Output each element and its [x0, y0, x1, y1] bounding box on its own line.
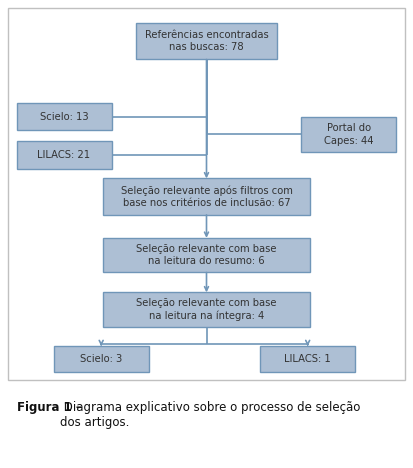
FancyBboxPatch shape — [8, 7, 405, 380]
Text: Referências encontradas
nas buscas: 78: Referências encontradas nas buscas: 78 — [145, 30, 268, 52]
Text: Diagrama explicativo sobre o processo de seleção
dos artigos.: Diagrama explicativo sobre o processo de… — [60, 401, 360, 429]
Text: Scielo: 3: Scielo: 3 — [80, 354, 122, 364]
FancyBboxPatch shape — [301, 117, 396, 152]
Text: Seleção relevante após filtros com
base nos critérios de inclusão: 67: Seleção relevante após filtros com base … — [121, 185, 292, 208]
FancyBboxPatch shape — [17, 103, 112, 131]
Text: Seleção relevante com base
na leitura na íntegra: 4: Seleção relevante com base na leitura na… — [136, 298, 277, 321]
Text: Scielo: 13: Scielo: 13 — [40, 112, 88, 122]
Text: LILACS: 1: LILACS: 1 — [284, 354, 331, 364]
Text: Seleção relevante com base
na leitura do resumo: 6: Seleção relevante com base na leitura do… — [136, 244, 277, 266]
Text: Portal do
Capes: 44: Portal do Capes: 44 — [324, 123, 374, 146]
FancyBboxPatch shape — [103, 292, 310, 327]
FancyBboxPatch shape — [103, 238, 310, 272]
FancyBboxPatch shape — [54, 346, 149, 372]
Text: Figura 1 –: Figura 1 – — [17, 401, 81, 414]
FancyBboxPatch shape — [17, 141, 112, 169]
FancyBboxPatch shape — [103, 178, 310, 215]
FancyBboxPatch shape — [136, 23, 277, 59]
Text: LILACS: 21: LILACS: 21 — [38, 150, 90, 160]
FancyBboxPatch shape — [260, 346, 355, 372]
